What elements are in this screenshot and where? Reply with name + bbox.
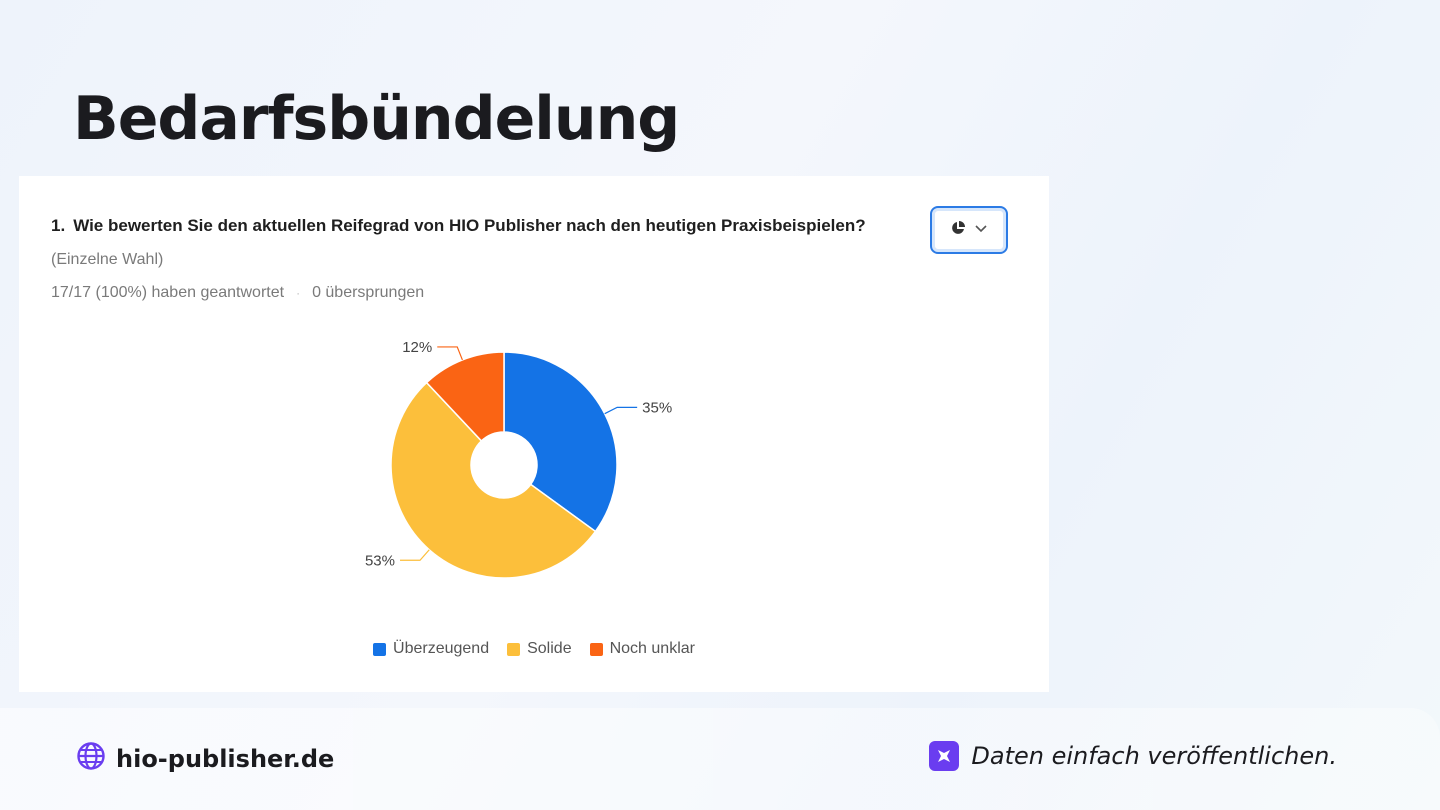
footer-bar	[0, 708, 1440, 810]
legend-swatch	[589, 642, 603, 656]
globe-icon	[76, 741, 106, 777]
pie-slice-solide[interactable]	[390, 381, 597, 579]
legend-swatch	[507, 642, 521, 656]
pie-chart-icon	[950, 220, 966, 241]
chevron-down-icon	[974, 221, 988, 240]
website-label: hio-publisher.de	[116, 745, 335, 773]
legend-label: Solide	[527, 640, 572, 657]
footer-website[interactable]: hio-publisher.de	[76, 741, 334, 777]
legend-item[interactable]: Noch unklar	[589, 640, 695, 658]
pie-slice-noch-unklar[interactable]	[425, 351, 505, 443]
legend-item[interactable]: Überzeugend	[373, 640, 489, 658]
question-number: 1.	[51, 216, 66, 235]
donut-chart: 35% 53% 12%	[365, 339, 672, 579]
legend-label: Überzeugend	[393, 640, 490, 657]
response-stats: 17/17 (100%) haben geantwortet · 0 übers…	[51, 284, 424, 302]
question-type-label: (Einzelne Wahl)	[51, 251, 164, 268]
survey-result-card: 1. Wie bewerten Sie den aktuellen Reifegr…	[19, 176, 1049, 692]
legend-item[interactable]: Solide	[507, 640, 572, 658]
legend-label: Noch unklar	[609, 640, 695, 657]
legend-swatch	[373, 642, 387, 656]
data-label: 53%	[365, 552, 395, 569]
leader-line	[604, 406, 638, 415]
pie-slice-überzeugend[interactable]	[503, 351, 618, 533]
answered-count: 17/17 (100%) haben geantwortet	[51, 284, 285, 301]
question-title: 1. Wie bewerten Sie den aktuellen Reifegr…	[51, 216, 866, 236]
data-label: 35%	[642, 399, 672, 416]
leader-line	[437, 346, 463, 361]
footer-tagline: Daten einfach veröffentlichen.	[929, 741, 1337, 771]
leader-line	[400, 549, 430, 561]
tagline-text: Daten einfach veröffentlichen.	[971, 742, 1337, 770]
question-text: Wie bewerten Sie den aktuellen Reifegrad…	[73, 216, 866, 235]
skipped-count: 0 übersprungen	[312, 284, 425, 301]
chart-type-dropdown[interactable]	[930, 206, 1008, 254]
stats-separator: ·	[296, 286, 301, 300]
data-label: 12%	[402, 339, 432, 356]
chart-legend: Überzeugend Solide Noch unklar	[19, 640, 1049, 658]
slide-title: Bedarfsbündelung	[73, 84, 680, 154]
hio-logo-icon	[929, 741, 960, 771]
